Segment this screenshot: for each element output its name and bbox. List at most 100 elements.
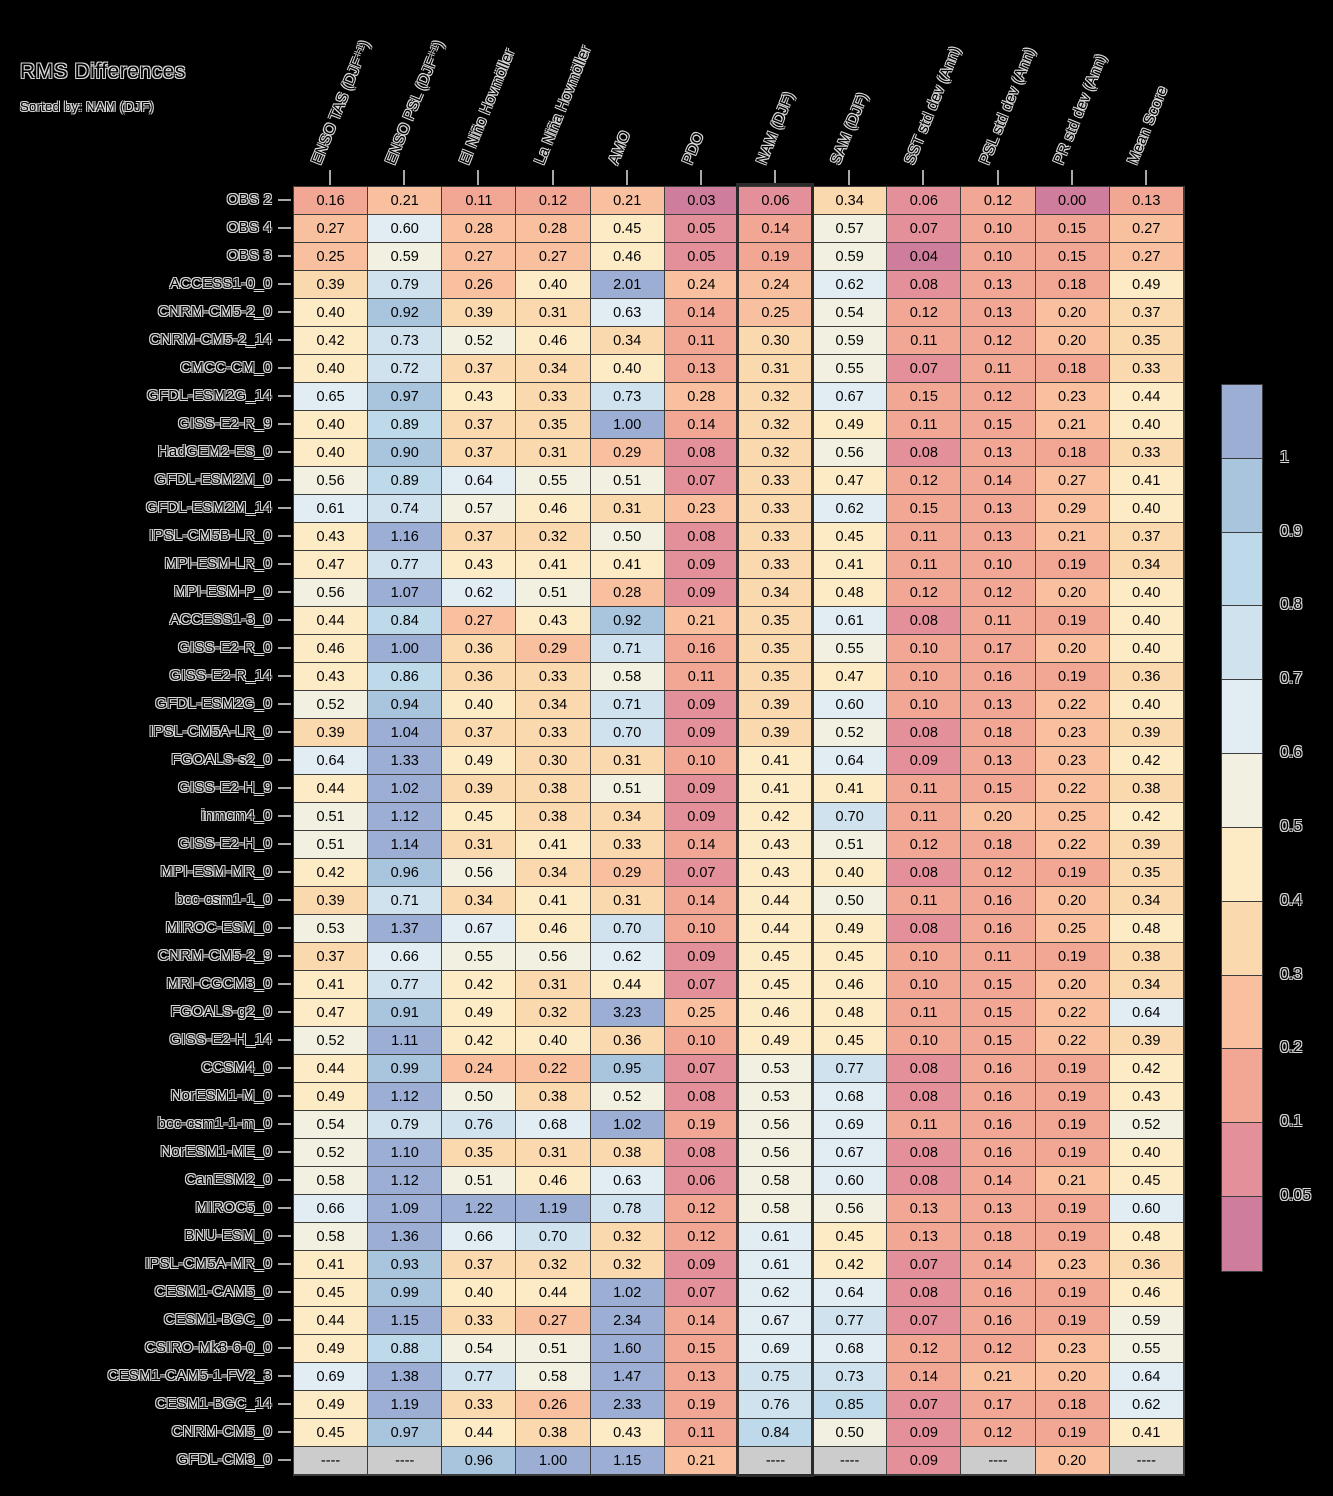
heatmap-cell: 0.18 [1035,439,1110,467]
row-label: ACCESS1-3_0 [169,611,272,628]
heatmap-cell: 0.49 [813,915,888,943]
row-label: FGOALS-g2_0 [170,1003,272,1020]
heatmap-cell: 0.11 [887,803,962,831]
heatmap-cell: 0.27 [442,607,517,635]
heatmap-cell: 0.40 [1109,691,1184,719]
heatmap-cell: 0.12 [887,1335,962,1363]
heatmap-cell: 0.70 [813,803,888,831]
colorbar-tick-label: 0.9 [1280,522,1303,540]
heatmap-cell: 0.64 [294,747,369,775]
heatmap-cell: 0.44 [590,971,665,999]
colorbar-segment [1222,827,1262,902]
heatmap-cell: 0.59 [813,327,888,355]
heatmap-cell: 0.41 [813,775,888,803]
heatmap-cell: 0.40 [442,1279,517,1307]
heatmap-cell: 0.15 [887,495,962,523]
heatmap-cell: 1.02 [590,1279,665,1307]
heatmap-cell: 0.41 [1109,467,1184,495]
heatmap-cell: 0.33 [590,831,665,859]
colorbar-segment [1222,385,1262,459]
heatmap-cell: 0.05 [664,243,739,271]
row-label: CNRM-CM5-2_9 [157,947,272,964]
heatmap-cell: 0.62 [813,495,888,523]
heatmap-cell: 0.09 [887,747,962,775]
heatmap-cell: 0.11 [961,943,1036,971]
heatmap-cell: 0.55 [813,635,888,663]
heatmap-cell: 0.13 [961,271,1036,299]
heatmap-cell: 0.42 [813,1251,888,1279]
heatmap-cell: 0.56 [738,1111,814,1139]
heatmap-cell: 0.19 [1035,1055,1110,1083]
heatmap-cell: 0.49 [442,999,517,1027]
heatmap-cell: 0.10 [664,1027,739,1055]
colorbar-segment [1222,532,1262,607]
heatmap-cell: 0.39 [442,299,517,327]
colorbar-tick-label: 1 [1280,448,1289,466]
heatmap-cell: 0.42 [1109,803,1184,831]
heatmap-cell: 0.34 [590,327,665,355]
heatmap-cell: 0.60 [1109,1195,1184,1223]
heatmap-cell: 0.46 [516,495,591,523]
heatmap-cell: 0.16 [294,187,369,215]
heatmap-cell: 0.31 [590,887,665,915]
heatmap-cell: 0.05 [664,215,739,243]
heatmap-cell: 0.35 [738,607,814,635]
heatmap-cell: 0.61 [738,1223,814,1251]
heatmap-cell: 0.34 [1109,971,1184,999]
heatmap-cell: 0.07 [664,971,739,999]
heatmap-cell: 0.32 [516,1251,591,1279]
row-tick [278,1207,291,1209]
heatmap-cell: 0.11 [961,355,1036,383]
heatmap-cell: 0.10 [664,747,739,775]
heatmap-cell: 0.20 [1035,971,1110,999]
heatmap-cell: 0.33 [738,495,814,523]
heatmap-cell: 0.37 [442,411,517,439]
heatmap-cell: 0.40 [1109,635,1184,663]
heatmap-cell: 0.13 [961,495,1036,523]
heatmap-cell: 0.19 [664,1391,739,1419]
heatmap-cell: 0.53 [294,915,369,943]
heatmap-cell: 0.28 [590,579,665,607]
heatmap-cell: 0.54 [442,1335,517,1363]
heatmap-cell: 0.55 [442,943,517,971]
heatmap-cell: 0.31 [590,495,665,523]
row-label: GISS-E2-H_9 [178,779,272,796]
heatmap-cell: 0.14 [961,1167,1036,1195]
heatmap-cell: 0.53 [738,1083,814,1111]
heatmap-cell: 0.28 [664,383,739,411]
heatmap-cell: 0.27 [516,1307,591,1335]
heatmap-cell: 1.15 [590,1447,665,1475]
heatmap-cell: 0.45 [1109,1167,1184,1195]
heatmap-cell: 0.43 [1109,1083,1184,1111]
heatmap-cell: 0.29 [590,439,665,467]
heatmap-cell: 0.12 [961,383,1036,411]
row-tick [278,1011,291,1013]
row-tick [278,1459,291,1461]
row-label: IPSL-CM5A-MR_0 [145,1255,272,1272]
heatmap-cell: 0.36 [590,1027,665,1055]
heatmap-cell: 0.34 [590,803,665,831]
heatmap-cell: 0.51 [442,1167,517,1195]
heatmap-cell: 0.56 [813,439,888,467]
colorbar-segment [1222,1197,1262,1271]
heatmap-cell: 0.46 [516,327,591,355]
heatmap-cell: 0.11 [887,327,962,355]
heatmap-cell: 0.43 [738,859,814,887]
heatmap-cell: 0.19 [1035,943,1110,971]
heatmap-cell: 0.66 [294,1195,369,1223]
heatmap-cell: 0.09 [664,551,739,579]
heatmap-cell: 0.71 [368,887,443,915]
heatmap-cell: 0.66 [442,1223,517,1251]
row-label: OBS 4 [226,219,272,236]
heatmap-cell: 0.10 [887,663,962,691]
row-label: MPI-ESM-LR_0 [164,555,272,572]
heatmap-cell: 0.57 [442,495,517,523]
heatmap-cell: 0.77 [442,1363,517,1391]
heatmap-cell: 0.20 [1035,327,1110,355]
heatmap-cell: 0.42 [294,859,369,887]
row-tick [278,843,291,845]
heatmap-cell: 0.48 [1109,1223,1184,1251]
heatmap-cell: 0.41 [516,551,591,579]
row-label: CESM1-BGC_14 [155,1395,272,1412]
